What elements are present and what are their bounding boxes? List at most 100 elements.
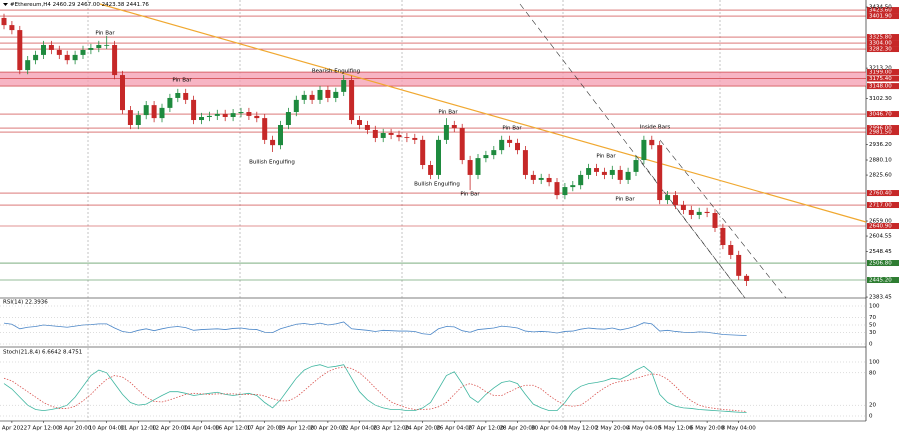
candle-body [151,105,157,119]
y-tick-label: 2880.10 [869,158,892,164]
candle-body [349,80,355,121]
candle-body [80,49,86,55]
candle-body [17,30,23,71]
candle-body [546,177,552,183]
annotation: Pin Bar [615,197,635,203]
candle-body [586,168,592,175]
menu-arrow[interactable] [3,3,8,6]
level-label: 3199.00 [869,70,892,76]
candle-body [633,160,639,172]
x-tick-label: 7 Apr 12:00 [27,426,60,432]
x-tick-label: 17 Apr 20:00 [247,426,283,432]
candle-body [570,185,576,188]
annotation: Pin Bar [596,154,616,160]
candle-body [507,139,513,143]
candle-body [736,254,742,276]
candle-body [25,60,31,71]
candle-body [317,89,323,100]
candle-body [254,115,260,119]
candle-body [127,110,133,125]
level-box [867,46,899,53]
level-box [867,69,899,76]
candle-body [696,211,702,215]
x-tick-label: 20 Apr 20:00 [310,426,346,432]
candle-body [175,92,181,98]
x-tick-label: 23 Apr 12:00 [373,426,409,432]
candle-body [41,44,46,55]
candle-body [56,49,62,55]
level-label: 2640.90 [869,224,892,230]
candle-body [143,105,149,116]
candle-body [9,25,15,31]
x-tick-label: 16 Apr 12:00 [215,426,251,432]
x-tick-label: 10 Apr 04:00 [89,426,125,432]
candle-body [554,182,560,196]
candle-body [293,99,299,113]
y-tick-label: 3213.20 [869,66,892,72]
candle-body [412,137,418,140]
y-tick-label: 0 [869,342,873,348]
level-box [867,7,899,14]
candle-body [222,113,228,117]
y-tick-label: 100 [869,360,880,366]
candle-body [451,124,457,129]
candle-body [499,139,505,151]
candle-body [420,139,426,166]
y-tick-label: 100 [869,304,880,310]
candle-body [309,94,315,100]
x-tick-label: 24 Apr 20:00 [405,426,441,432]
x-tick-label: 6 Apr 2022 [0,426,27,432]
candle-body [688,209,694,215]
indicator-line [3,366,747,412]
candle-body [199,116,204,121]
level-box [867,190,899,197]
annotations: Pin Bar Pin Bar Bearish Engulfing Bullis… [95,31,670,203]
level-box [867,13,899,20]
x-tick-label: 1 May 12:00 [564,426,599,432]
x-tick-label: 27 Apr 12:00 [468,426,504,432]
candle-body [48,44,54,50]
x-tick-label: 12 Apr 20:00 [152,426,188,432]
candle-body [396,134,402,138]
candle-body [285,112,291,125]
x-tick-label: 14 Apr 04:00 [184,426,220,432]
candle-body [72,54,78,61]
candle-body [609,169,615,175]
layout [0,0,867,422]
y-tick-label: 3434.50 [869,5,892,11]
candle-body [1,17,7,26]
candle-body [278,124,283,146]
candle-body [380,132,386,138]
candle-body [191,99,197,121]
level-box [867,125,899,132]
candle-body [443,124,449,140]
candle-body [104,44,110,46]
annotation: Pin Bar [438,110,458,116]
level-label: 2717.00 [869,203,892,209]
candle-body [333,91,339,98]
candle-body [428,165,434,175]
zone [0,72,866,87]
level-box [867,111,899,118]
annotation: Bearish Engulfing [312,69,360,75]
candle-body [436,139,441,175]
y-tick-label: 20 [869,403,876,409]
candle-body [625,171,631,180]
candle-body [538,177,544,180]
x-tick-label: 4 May 04:00 [627,426,662,432]
level-box [867,83,899,90]
candle-body [112,44,118,76]
x-tick-label: 6 May 20:00 [690,426,725,432]
level-label: 3046.70 [869,112,892,118]
candle-body [459,128,465,161]
x-tick-label: 22 Apr 04:00 [342,426,378,432]
level-label: 3304.00 [869,41,892,47]
annotation: Bullish Engulfing [414,182,460,188]
level-box [867,129,899,136]
x-tick-label: 30 Apr 04:00 [531,426,567,432]
y-tick-label: 3102.30 [869,96,892,102]
level-box [867,223,899,230]
y-tick-label: 70 [869,315,876,321]
candle-body [680,205,686,210]
